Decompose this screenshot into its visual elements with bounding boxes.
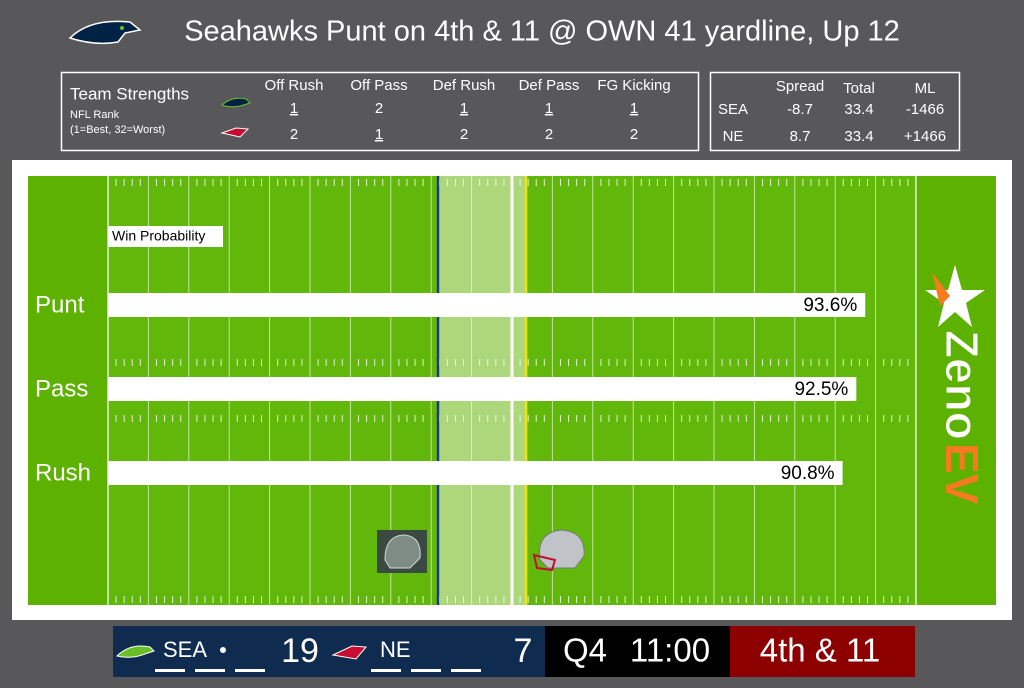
strength-rank: 2 bbox=[290, 126, 298, 143]
strength-column: Off Rush bbox=[265, 77, 324, 94]
strength-rank: 2 bbox=[545, 126, 553, 143]
strengths-subtitle: NFL Rank bbox=[70, 109, 120, 121]
odds-value: -1466 bbox=[906, 101, 944, 118]
strength-rank: 1 bbox=[460, 100, 468, 117]
sea-score-logo bbox=[116, 645, 155, 658]
bar bbox=[108, 461, 843, 485]
strength-rank: 2 bbox=[630, 126, 638, 143]
patriots-helmet bbox=[532, 529, 585, 572]
strength-rank: 1 bbox=[375, 126, 383, 143]
odds-value: 8.7 bbox=[790, 128, 811, 145]
odds-team: NE bbox=[723, 128, 744, 145]
bar bbox=[108, 377, 857, 401]
strength-rank: 1 bbox=[290, 100, 298, 117]
sea-small-logo bbox=[221, 97, 251, 108]
logo-ev: EV bbox=[936, 443, 988, 505]
category-label: Rush bbox=[35, 459, 91, 486]
chart-title-box bbox=[108, 226, 223, 247]
quarter: Q4 bbox=[563, 632, 607, 669]
strength-column: Def Rush bbox=[433, 77, 496, 94]
odds-value: +1466 bbox=[904, 128, 946, 145]
ne-score-logo bbox=[331, 645, 368, 660]
strength-rank: 1 bbox=[545, 100, 553, 117]
odds-value: 33.4 bbox=[844, 128, 873, 145]
home-team: SEA bbox=[163, 637, 207, 662]
strengths-note: (1=Best, 32=Worst) bbox=[70, 124, 165, 136]
strengths-box bbox=[60, 71, 700, 152]
scoreboard-down bbox=[730, 626, 915, 677]
scoreboard-clock bbox=[545, 626, 730, 677]
chart-title: Win Probability bbox=[112, 228, 205, 244]
scoreboard-teams bbox=[113, 626, 545, 677]
down-distance: 4th & 11 bbox=[760, 632, 880, 669]
away-timeouts bbox=[371, 669, 481, 672]
clock: 11:00 bbox=[630, 632, 710, 669]
value-label: 90.8% bbox=[781, 463, 835, 484]
odds-team: SEA bbox=[718, 101, 748, 118]
value-label: 93.6% bbox=[803, 295, 857, 316]
category-label: Punt bbox=[35, 291, 85, 318]
away-team: NE bbox=[380, 637, 411, 662]
odds-column: Spread bbox=[776, 78, 824, 95]
away-score: 7 bbox=[514, 632, 533, 670]
bar bbox=[108, 293, 866, 317]
odds-box bbox=[709, 71, 961, 152]
odds-column: ML bbox=[915, 80, 936, 97]
seahawks-helmet bbox=[377, 530, 427, 573]
odds-value: -8.7 bbox=[787, 101, 813, 118]
strength-rank: 2 bbox=[460, 126, 468, 143]
odds-value: 33.4 bbox=[844, 101, 873, 118]
seahawks-logo bbox=[68, 20, 142, 45]
strength-column: FG Kicking bbox=[597, 77, 670, 94]
ne-small-logo bbox=[220, 127, 250, 138]
home-timeouts bbox=[155, 669, 265, 672]
strength-column: Off Pass bbox=[350, 77, 407, 94]
logo-zeno: Zeno bbox=[936, 330, 988, 440]
title: Seahawks Punt on 4th & 11 @ OWN 41 yardl… bbox=[184, 16, 900, 48]
category-label: Pass bbox=[35, 375, 88, 402]
strength-column: Def Pass bbox=[519, 77, 580, 94]
strength-rank: 2 bbox=[375, 100, 383, 117]
strength-rank: 1 bbox=[630, 100, 638, 117]
value-label: 92.5% bbox=[794, 379, 848, 400]
zeno-star bbox=[925, 265, 985, 327]
odds-column: Total bbox=[843, 80, 875, 97]
strengths-title: Team Strengths bbox=[70, 84, 189, 103]
possession-dot bbox=[220, 647, 226, 653]
home-score: 19 bbox=[281, 632, 319, 670]
